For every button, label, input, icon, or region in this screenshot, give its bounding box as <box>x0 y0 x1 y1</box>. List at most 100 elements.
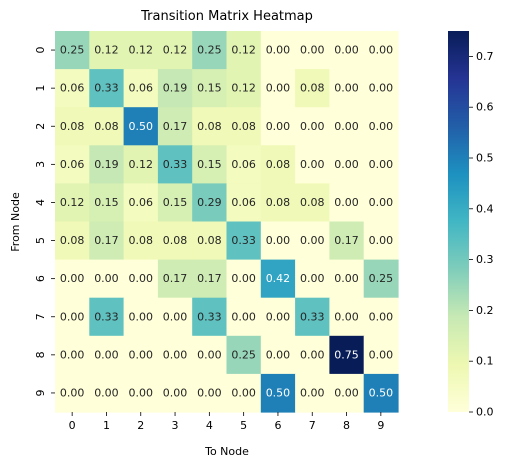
cell-value-label: 0.00 <box>231 386 256 399</box>
cell-value-label: 0.06 <box>231 158 256 171</box>
heatmap-cell <box>226 107 262 146</box>
heatmap-cell-labels: 0.25 0.12 0.12 0.12 0.25 0.12 0.00 0.00 0.00 0.00… <box>60 44 393 400</box>
colorbar-tick-label: 0.5 <box>476 152 494 165</box>
y-tick-label: 1 <box>34 85 47 92</box>
cell-value-label: 0.17 <box>94 234 119 247</box>
heatmap-cell <box>226 31 262 70</box>
heatmap-cell <box>329 145 365 184</box>
heatmap-cell <box>192 335 228 375</box>
colorbar: 0.0 0.1 0.2 0.3 0.4 0.5 0.6 0.7 <box>448 31 494 419</box>
heatmap-cell <box>295 335 330 375</box>
heatmap-cell <box>55 183 90 223</box>
cell-value-label: 0.33 <box>231 234 256 247</box>
cell-value-label: 0.08 <box>94 120 119 133</box>
cell-value-label: 0.00 <box>163 386 188 399</box>
heatmap-cell <box>295 259 330 299</box>
heatmap-cell <box>157 259 193 299</box>
heatmap-cell <box>260 107 296 146</box>
cell-value-label: 0.08 <box>129 234 154 247</box>
colorbar-tick-label: 0.1 <box>476 355 494 368</box>
cell-value-label: 0.08 <box>197 120 222 133</box>
cell-value-label: 0.00 <box>231 272 256 285</box>
heatmap-cell <box>55 221 90 261</box>
cell-value-label: 0.00 <box>334 386 359 399</box>
heatmap-cell <box>55 145 90 184</box>
heatmap-cell <box>363 297 399 337</box>
heatmap-cell <box>363 335 399 375</box>
cell-value-label: 0.00 <box>266 234 291 247</box>
cell-value-label: 0.06 <box>129 196 154 209</box>
cell-value-label: 0.33 <box>197 310 222 323</box>
cell-value-label: 0.00 <box>197 348 222 361</box>
heatmap-cell <box>329 107 365 146</box>
heatmap-cell <box>192 259 228 299</box>
y-tick-label: 0 <box>34 47 47 54</box>
heatmap-cell <box>123 183 159 223</box>
heatmap-cell <box>329 31 365 70</box>
heatmap-cell <box>192 373 228 413</box>
cell-value-label: 0.17 <box>163 272 188 285</box>
x-tick-label: 9 <box>377 419 384 432</box>
heatmap-cell <box>123 31 159 70</box>
cell-value-label: 0.08 <box>163 234 188 247</box>
heatmap-cell <box>89 183 125 223</box>
heatmap-cell <box>55 335 90 375</box>
cell-value-label: 0.25 <box>197 44 222 57</box>
x-tick-label: 5 <box>240 419 247 432</box>
heatmap-cell <box>192 221 228 261</box>
heatmap-cell <box>295 373 330 413</box>
heatmap-cell <box>157 145 193 184</box>
heatmap-cell <box>123 69 159 108</box>
cell-value-label: 0.06 <box>60 82 85 95</box>
colorbar-tick-label: 0.0 <box>476 406 494 419</box>
heatmap-cell <box>123 221 159 261</box>
heatmap-cell <box>363 259 399 299</box>
heatmap-cell <box>329 69 365 108</box>
heatmap-cell <box>363 145 399 184</box>
cell-value-label: 0.00 <box>266 44 291 57</box>
cell-value-label: 0.00 <box>94 272 119 285</box>
x-tick-label: 7 <box>309 419 316 432</box>
x-axis-ticks: 0 1 2 3 4 5 6 7 8 9 <box>69 412 384 432</box>
heatmap-cell <box>192 145 228 184</box>
heatmap-cell <box>55 297 90 337</box>
cell-value-label: 0.00 <box>197 386 222 399</box>
heatmap-cell <box>295 221 330 261</box>
heatmap-cell <box>329 221 365 261</box>
cell-value-label: 0.00 <box>300 272 325 285</box>
cell-value-label: 0.00 <box>300 158 325 171</box>
heatmap-cell <box>157 373 193 413</box>
cell-value-label: 0.15 <box>197 158 222 171</box>
heatmap-cell <box>295 31 330 70</box>
cell-value-label: 0.00 <box>369 348 394 361</box>
cell-value-label: 0.00 <box>300 234 325 247</box>
x-tick-label: 8 <box>343 419 350 432</box>
heatmap-cell <box>55 373 90 413</box>
y-tick-label: 6 <box>34 275 47 282</box>
heatmap-cell <box>260 221 296 261</box>
colorbar-tick-label: 0.2 <box>476 304 494 317</box>
cell-value-label: 0.00 <box>60 310 85 323</box>
heatmap-cell <box>123 335 159 375</box>
cell-value-label: 0.00 <box>163 348 188 361</box>
cell-value-label: 0.17 <box>334 234 359 247</box>
y-tick-label: 2 <box>34 123 47 130</box>
heatmap-cell <box>260 69 296 108</box>
cell-value-label: 0.00 <box>300 386 325 399</box>
heatmap-cell <box>329 335 365 375</box>
heatmap-cell <box>89 221 125 261</box>
heatmap-cell <box>260 145 296 184</box>
heatmap-cell <box>295 107 330 146</box>
cell-value-label: 0.50 <box>369 386 394 399</box>
cell-value-label: 0.00 <box>231 310 256 323</box>
cell-value-label: 0.25 <box>60 44 85 57</box>
y-tick-label: 8 <box>34 351 47 358</box>
cell-value-label: 0.08 <box>266 158 291 171</box>
cell-value-label: 0.00 <box>266 348 291 361</box>
cell-value-label: 0.00 <box>129 272 154 285</box>
heatmap-cell <box>260 335 296 375</box>
colorbar-tick-label: 0.6 <box>476 101 494 114</box>
heatmap-cell <box>226 69 262 108</box>
heatmap-cell <box>55 69 90 108</box>
colorbar-ticks: 0.0 0.1 0.2 0.3 0.4 0.5 0.6 0.7 <box>469 50 494 419</box>
